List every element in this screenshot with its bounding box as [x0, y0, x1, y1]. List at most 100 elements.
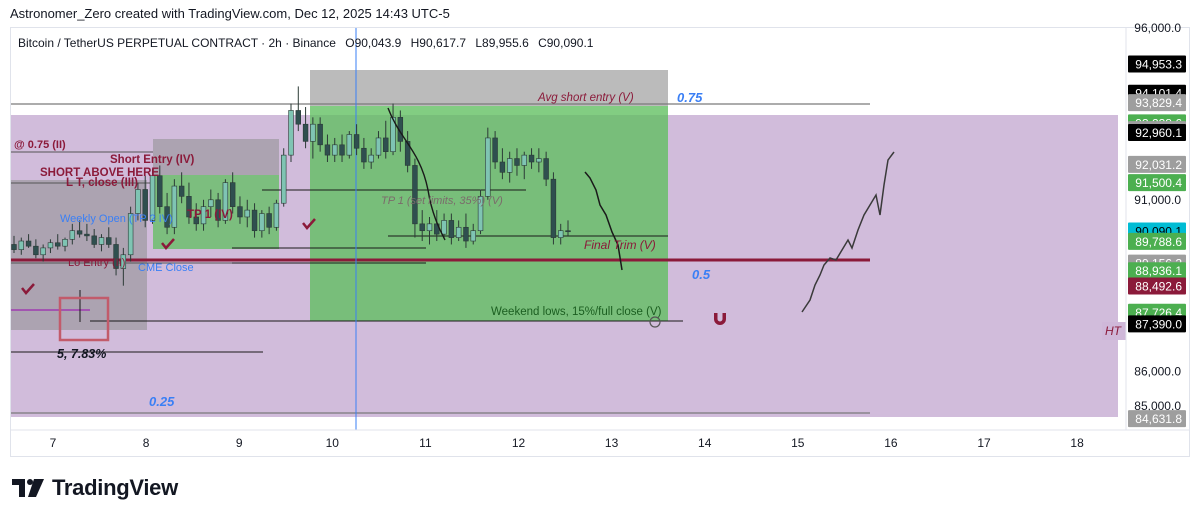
highlight-square	[58, 296, 110, 342]
candle-body	[558, 230, 564, 238]
price-badge-label: 92,960.1	[1135, 126, 1182, 140]
price-badge-label: 91,500.4	[1135, 176, 1182, 190]
x-tick-label: 16	[884, 436, 898, 450]
annotation-075-ii: @ 0.75 (II)	[14, 139, 66, 151]
candle-body	[244, 209, 250, 218]
grey-position-zone-v	[310, 70, 668, 106]
annotation-cme-close: CME Close	[138, 262, 194, 274]
projection-path-early	[387, 107, 446, 241]
candle-body	[317, 123, 323, 146]
candle-body	[506, 158, 513, 173]
price-badge[interactable]	[1128, 55, 1186, 73]
tradingview-footer: TradingView	[12, 475, 178, 500]
ht-label-bg	[1102, 322, 1126, 340]
x-tick-label: 17	[977, 436, 991, 450]
candle-body	[62, 239, 68, 247]
candle-body	[76, 230, 83, 235]
candle-body	[346, 134, 353, 156]
candle-body	[368, 154, 374, 163]
candle-body	[40, 247, 46, 256]
candle-body	[186, 196, 192, 218]
x-tick-label: 14	[698, 436, 712, 450]
candle-body	[208, 199, 214, 207]
candle-body	[324, 144, 331, 156]
candle-body	[157, 175, 163, 207]
candle-body	[550, 178, 557, 238]
annotation-avg-short-entry: Avg short entry (V)	[537, 92, 634, 104]
price-badge[interactable]	[1128, 123, 1186, 141]
candle-body	[528, 154, 535, 163]
candle-body	[25, 240, 32, 247]
price-badge-label: 88,936.1	[1135, 264, 1182, 278]
annotation-level-05: 0.5	[692, 267, 711, 282]
candle-body	[521, 154, 527, 166]
candle-body	[426, 223, 433, 232]
price-badge[interactable]	[1128, 262, 1186, 280]
x-tick-label: 7	[50, 436, 57, 450]
candle-body	[18, 240, 24, 250]
candle-body	[215, 199, 221, 221]
candle-body	[33, 245, 39, 256]
tradingview-logo-icon	[12, 479, 44, 497]
y-tick-label: 96,000.0	[1134, 21, 1181, 35]
candle-body	[47, 242, 54, 249]
price-badge[interactable]	[1128, 410, 1186, 428]
x-tick-label: 9	[236, 436, 243, 450]
magnet-icon	[714, 313, 726, 325]
candle-body	[288, 110, 294, 156]
candle-body	[200, 206, 207, 225]
price-badge[interactable]	[1128, 174, 1186, 192]
symbol-name[interactable]: Bitcoin / TetherUS PERPETUAL CONTRACT · …	[18, 36, 336, 50]
check-mark-icon	[302, 218, 316, 230]
candle-body	[332, 144, 338, 156]
price-badge-label: 88,492.6	[1135, 279, 1182, 293]
annotation-weekend-lows: Weekend lows, 15%/full close (V)	[491, 306, 662, 318]
x-tick-label: 12	[512, 436, 526, 450]
price-badge[interactable]	[1128, 155, 1186, 173]
candle-body	[11, 244, 17, 250]
candle-body	[412, 165, 418, 225]
y-tick-label: 91,000.0	[1134, 193, 1181, 207]
candle-body	[171, 185, 178, 228]
candle-body	[237, 206, 243, 218]
candle-body	[310, 123, 316, 142]
candle-body	[295, 110, 301, 125]
annotation-short-entry-iv: Short Entry (IV)	[110, 154, 195, 166]
price-badge-label: 87,390.0	[1135, 317, 1182, 331]
annotation-level-025: 0.25	[149, 394, 175, 409]
candle-body	[485, 137, 491, 197]
candle-body	[259, 213, 265, 232]
candle-body	[281, 154, 287, 204]
candle-body	[149, 175, 156, 221]
price-badge-label: 84,631.8	[1135, 412, 1182, 426]
candle-body	[565, 230, 571, 233]
ohlc-open: O90,043.9	[345, 36, 402, 50]
candle-body	[441, 220, 447, 235]
candle-body	[470, 230, 476, 242]
annotation-final-trim: Final Trim (V)	[584, 238, 656, 252]
candle-body	[113, 244, 119, 269]
candle-body	[273, 202, 280, 228]
symbol-info-line: Bitcoin / TetherUS PERPETUAL CONTRACT · …	[18, 36, 599, 50]
candle-body	[302, 123, 309, 142]
price-badge[interactable]	[1128, 277, 1186, 295]
projection-path-drop	[584, 171, 623, 271]
x-tick-label: 10	[326, 436, 340, 450]
price-badge[interactable]	[1128, 315, 1186, 333]
candle-body	[455, 226, 462, 238]
annotation-lo-entry: Lo Entry (II)	[68, 257, 125, 269]
ohlc-high: H90,617.7	[410, 36, 467, 50]
candle-body	[361, 147, 367, 163]
candle-body	[266, 213, 272, 228]
candle-body	[514, 158, 520, 166]
price-badge-label: 94,953.3	[1135, 57, 1182, 71]
annotation-tp1-iv: TP 1 (IV)	[187, 209, 233, 221]
price-badge[interactable]	[1128, 94, 1186, 112]
tradingview-brand: TradingView	[52, 475, 178, 500]
price-badge[interactable]	[1128, 232, 1186, 250]
candle-body	[193, 216, 199, 225]
candle-body	[448, 220, 455, 238]
candle-body	[229, 182, 236, 207]
price-badge-label: 92,031.2	[1135, 158, 1182, 172]
